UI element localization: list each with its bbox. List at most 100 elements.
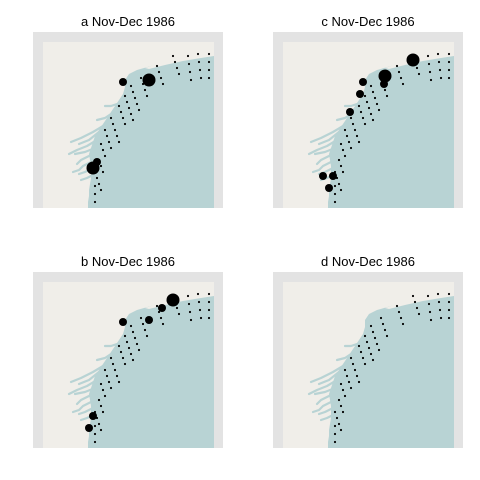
station-dot [109,356,113,360]
panel-d: d Nov-Dec 1986 [273,254,463,448]
station-dot [357,140,361,144]
station-dot [137,108,141,112]
station-dot [399,76,403,80]
station-dot [371,118,375,122]
station-dot [447,300,451,304]
station-dot [363,94,367,98]
river-estuary [317,130,341,146]
river-estuary [343,342,359,348]
river-estuary [73,386,97,396]
station-dot [161,82,165,86]
station-dot [119,350,123,354]
station-dot [173,60,177,64]
river-estuary [103,342,119,348]
catch-marker [166,293,180,307]
river-estuary [71,160,93,174]
station-dot [196,292,200,296]
station-dot [375,342,379,346]
map-frame [33,32,223,208]
station-dot [447,60,451,64]
river-estuary [77,370,101,386]
station-dot [197,300,201,304]
station-dot [427,62,431,66]
station-dot [447,308,451,312]
station-dot [175,66,179,70]
station-dot [367,346,371,350]
station-dot [186,294,190,298]
station-dot [177,312,181,316]
station-dot [415,66,419,70]
station-dot [177,72,181,76]
river-estuary [75,392,95,406]
station-dot [426,54,430,58]
station-dot [395,64,399,68]
station-dot [97,398,101,402]
station-dot [439,76,443,80]
station-dot [207,292,211,296]
station-dot [109,386,113,390]
station-dot [143,328,147,332]
station-dot [339,428,343,432]
station-dot [417,312,421,316]
station-dot [395,304,399,308]
station-dot [385,94,389,98]
station-dot [385,334,389,338]
river-estuary [71,400,93,414]
station-dot [125,340,129,344]
coastline-land [283,282,454,448]
station-dot [101,410,105,414]
river-estuary [315,392,335,406]
station-dot [363,122,367,126]
station-dot [141,322,145,326]
river-estuary [315,152,335,166]
station-dot [339,164,343,168]
station-dot [339,188,343,192]
station-dot [333,200,337,204]
station-dot [117,104,121,108]
catch-marker [329,172,337,180]
station-dot [109,116,113,120]
station-dot [361,116,365,120]
station-dot [428,70,432,74]
station-dot [95,176,99,180]
station-dot [131,90,135,94]
map-frame [273,272,463,448]
station-dot [339,382,343,386]
station-dot [143,88,147,92]
station-dot [131,358,135,362]
catch-marker [93,158,101,166]
map-svg [43,282,214,448]
station-dot [333,192,337,196]
river-estuary [95,112,113,122]
coastline-land [283,42,454,208]
station-dot [339,404,343,408]
station-dot [159,76,163,80]
station-dot [186,54,190,58]
station-dot [357,380,361,384]
station-dot [371,358,375,362]
station-dot [341,388,345,392]
river-estuary [309,364,345,384]
river-estuary [103,102,119,108]
station-dot [93,424,97,428]
panel-title: d Nov-Dec 1986 [321,254,415,269]
station-dot [333,184,337,188]
station-dot [207,68,211,72]
panel-b: b Nov-Dec 1986 [33,254,223,448]
station-dot [139,76,143,80]
station-dot [383,88,387,92]
station-dot [137,348,141,352]
station-dot [105,134,109,138]
station-dot [107,140,111,144]
station-dot [438,68,442,72]
station-dot [131,118,135,122]
river-estuary [311,400,333,414]
station-dot [369,112,373,116]
station-dot [93,184,97,188]
station-dot [341,148,345,152]
station-dot [343,128,347,132]
river-estuary [67,138,99,156]
station-dot [117,140,121,144]
river-estuary [77,406,95,416]
station-dot [199,316,203,320]
